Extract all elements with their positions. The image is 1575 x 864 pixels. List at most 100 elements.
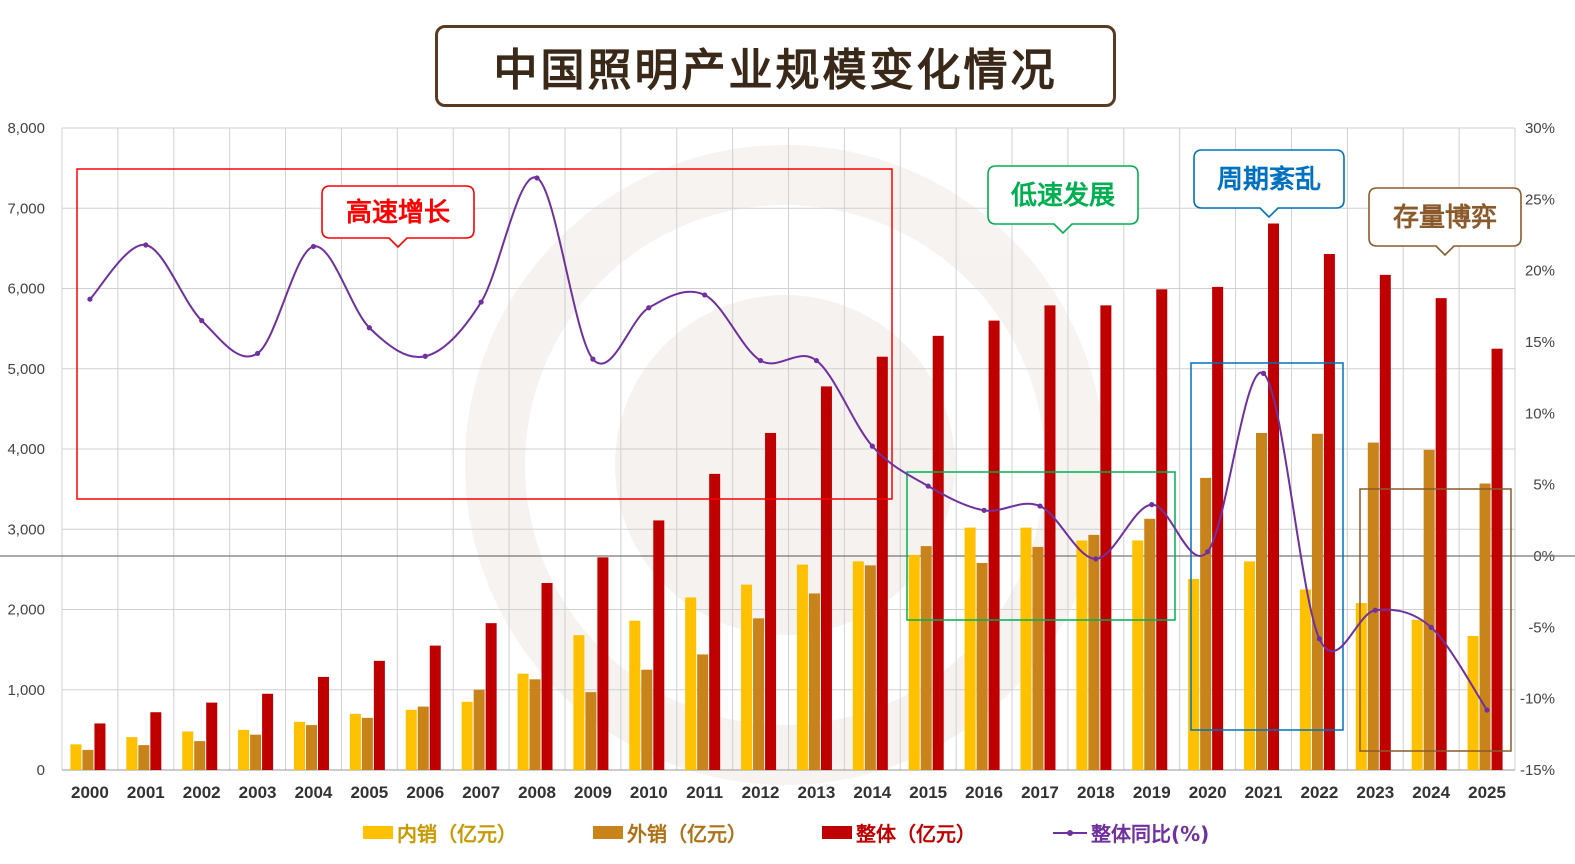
- callout-label: 存量博弈: [1393, 202, 1497, 233]
- y-tick-label: 7,000: [7, 200, 45, 217]
- bar: [461, 701, 473, 770]
- y2-tick-label: -10%: [1520, 691, 1555, 708]
- callout-label: 低速发展: [1010, 180, 1115, 211]
- x-tick-label: 2020: [1189, 783, 1227, 802]
- y2-tick-label: 10%: [1525, 405, 1555, 422]
- x-tick-label: 2021: [1245, 783, 1283, 802]
- callout-bubble: [987, 165, 1139, 235]
- y-tick-label: 4,000: [7, 441, 45, 458]
- x-tick-label: 2010: [630, 783, 668, 802]
- bar: [1479, 483, 1491, 770]
- bar: [373, 660, 385, 770]
- legend-item: 外销（亿元）: [593, 818, 747, 847]
- yoy-point: [310, 243, 317, 250]
- bar: [262, 693, 274, 770]
- bar: [1268, 223, 1280, 770]
- bar: [1299, 589, 1311, 770]
- yoy-point: [366, 325, 372, 331]
- yoy-point: [646, 305, 652, 311]
- bar: [1423, 449, 1435, 770]
- y2-tick-label: -15%: [1520, 762, 1555, 779]
- x-tick-label: 2000: [71, 783, 109, 802]
- chart-title: 中国照明产业规模变化情况: [493, 45, 1058, 96]
- x-tick-label: 2006: [406, 783, 444, 802]
- bar: [150, 712, 162, 770]
- y-tick-label: 2,000: [7, 602, 45, 619]
- legend-label: 外销（亿元）: [627, 822, 747, 846]
- bar: [1100, 305, 1112, 770]
- bar: [964, 527, 976, 770]
- y2-tick-label: 5%: [1533, 477, 1555, 494]
- yoy-point: [702, 292, 708, 298]
- y2-tick-label: -5%: [1528, 619, 1555, 636]
- x-tick-label: 2013: [798, 783, 836, 802]
- yoy-point: [813, 357, 820, 364]
- period-box: [1359, 488, 1512, 752]
- bar: [1076, 540, 1088, 770]
- period-callout: 高速增长: [321, 185, 475, 249]
- yoy-point: [478, 299, 484, 305]
- chart-legend: 内销（亿元） 外销（亿元） 整体（亿元） 整体同比(%): [0, 818, 1575, 852]
- yoy-point: [869, 443, 875, 449]
- bar: [1256, 432, 1268, 770]
- bar: [820, 386, 832, 770]
- x-tick-label: 2018: [1077, 783, 1115, 802]
- bar: [864, 565, 876, 770]
- y-tick-label: 8,000: [7, 120, 45, 137]
- callout-label: 高速增长: [346, 197, 451, 228]
- bar: [126, 737, 138, 770]
- legend-swatch: [593, 826, 623, 839]
- bar: [685, 597, 697, 770]
- x-tick-label: 2009: [574, 783, 612, 802]
- x-tick-label: 2022: [1300, 783, 1338, 802]
- bar: [1032, 546, 1044, 770]
- bar: [305, 725, 317, 770]
- period-callout: 存量博弈: [1368, 187, 1522, 257]
- bar: [808, 593, 820, 770]
- legend-item: 整体同比(%): [1053, 818, 1209, 847]
- yoy-point: [1260, 370, 1267, 376]
- yoy-point: [925, 483, 931, 489]
- period-callout: 周期紊乱: [1193, 149, 1345, 219]
- bar: [94, 723, 106, 770]
- x-tick-label: 2011: [686, 783, 723, 802]
- bar: [1491, 348, 1503, 770]
- bar: [541, 583, 553, 770]
- x-tick-label: 2015: [909, 783, 947, 802]
- yoy-point: [143, 242, 149, 248]
- y-tick-label: 5,000: [7, 361, 45, 378]
- bar: [1379, 274, 1391, 770]
- yoy-point: [254, 350, 261, 357]
- bar: [194, 741, 206, 770]
- x-tick-label: 2004: [295, 783, 333, 802]
- x-tick-label: 2005: [350, 783, 388, 802]
- bar: [932, 335, 944, 770]
- bar: [429, 645, 441, 770]
- bar: [82, 749, 94, 770]
- watermark: [465, 145, 1105, 785]
- yoy-point: [87, 296, 93, 302]
- bar: [182, 731, 194, 770]
- chart-svg: 0 1,000 2,000 3,000 4,000 5,000 6,000 7,000 8,00…: [0, 120, 1575, 802]
- bar: [473, 689, 485, 770]
- x-tick-label: 2016: [965, 783, 1003, 802]
- yoy-point: [1037, 503, 1043, 509]
- bar: [1323, 253, 1335, 770]
- y2-tick-label: 25%: [1525, 191, 1555, 208]
- bar: [238, 729, 250, 770]
- period-box: [76, 168, 893, 500]
- legend-label: 整体（亿元）: [856, 822, 976, 846]
- y-tick-label: 3,000: [7, 521, 45, 538]
- yoy-point: [1205, 549, 1211, 555]
- bar: [908, 554, 920, 770]
- bar: [349, 713, 361, 770]
- bar: [796, 564, 808, 770]
- yoy-point: [1093, 556, 1099, 562]
- bar: [417, 706, 429, 770]
- bar: [317, 676, 329, 770]
- bar: [653, 520, 665, 770]
- y-tick-label: 6,000: [7, 281, 45, 298]
- bar: [405, 709, 417, 770]
- x-tick-label: 2008: [518, 783, 556, 802]
- yoy-point: [199, 318, 205, 324]
